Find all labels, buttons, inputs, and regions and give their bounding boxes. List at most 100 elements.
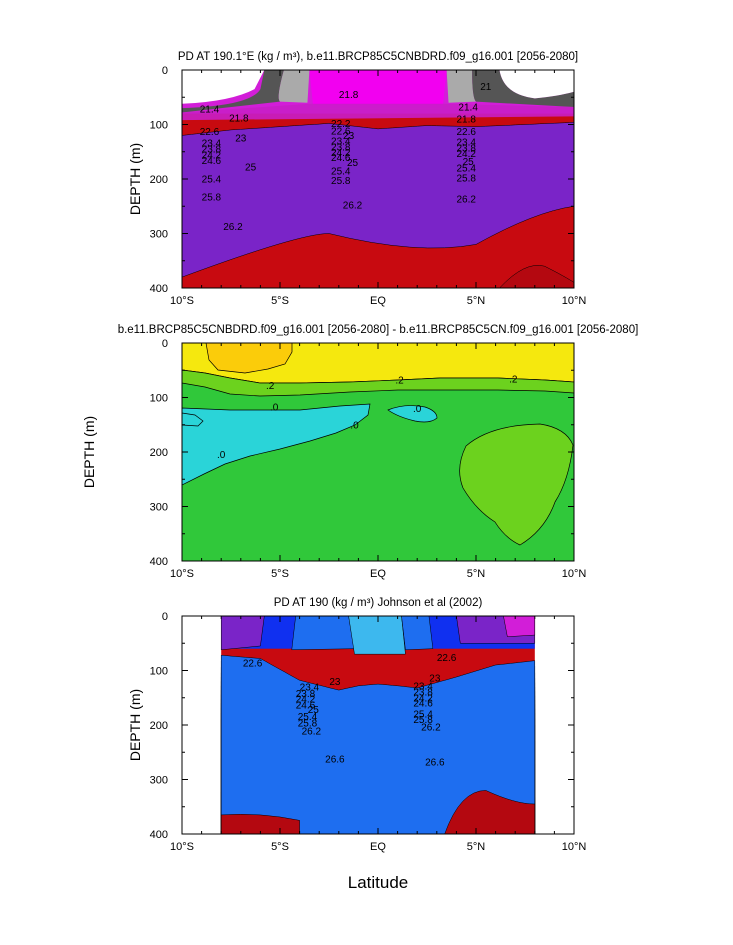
contour-label: 25.8 [298, 718, 318, 729]
band-surface-white-right [499, 70, 574, 99]
panel-density-difference: b.e11.BRCP85C5CNBDRD.f09_g16.001 [2056-2… [81, 324, 638, 580]
contour-label: .2 [509, 374, 518, 385]
band-gray-left [182, 70, 284, 113]
obs-blue-right [401, 616, 434, 651]
contour-label: 22.6 [437, 653, 457, 664]
contour-label: 26.2 [343, 201, 363, 212]
obs-magenta-right [503, 616, 536, 637]
y-tick-label: 0 [162, 611, 168, 623]
y-tick-label: 200 [150, 174, 168, 186]
contour-label: 23 [343, 131, 355, 142]
panel-observed-density: PD AT 190 (kg / m³) Johnson et al (2002)… [127, 597, 586, 853]
y-tick-label: 100 [150, 666, 168, 678]
contour-label: 21.4 [458, 103, 478, 114]
diff-region-orange [205, 343, 293, 374]
x-tick-label: EQ [370, 568, 386, 580]
contour-label: 25 [245, 163, 257, 174]
contour-label: .0 [413, 404, 422, 415]
contour-label: 26.2 [421, 723, 441, 734]
contour-label: 23 [235, 134, 247, 145]
contour-label: 25.8 [456, 173, 476, 184]
contour-label: 25.8 [202, 192, 222, 203]
x-tick-label: 10°N [562, 841, 587, 853]
band-lightgray-left [278, 70, 310, 103]
contour-label: 23.8 [456, 143, 476, 154]
contour-label: 23.8 [296, 689, 316, 700]
panel1-contour-field [182, 70, 574, 288]
panel3-contour-field [220, 616, 536, 834]
band-magenta-core [309, 70, 447, 109]
panel3-ylabel: DEPTH (m) [127, 689, 143, 761]
x-tick-label: 10°S [170, 841, 194, 853]
y-tick-label: 200 [150, 720, 168, 732]
panel2-title: b.e11.BRCP85C5CNBDRD.f09_g16.001 [2056-2… [118, 324, 639, 336]
contour-label: 25.4 [413, 710, 433, 721]
contour-label: 23 [429, 674, 441, 685]
contour-label: .0 [217, 450, 226, 461]
contour-label: 23.4 [202, 139, 222, 150]
y-tick-label: 100 [150, 393, 168, 405]
x-axis-label: Latitude [348, 873, 409, 892]
y-tick-label: 0 [162, 65, 168, 77]
contour-label: 25.4 [456, 164, 476, 175]
panel1-title: PD AT 190.1°E (kg / m³), b.e11.BRCP85C5C… [178, 51, 578, 63]
panel1-ylabel: DEPTH (m) [127, 143, 143, 215]
contour-label: 21 [480, 82, 492, 93]
obs-purple-left [220, 616, 265, 651]
panel2-axes: 10°S 5°S EQ 5°N 10°N 0 100 200 300 400 [150, 338, 587, 580]
contour-label: 23 [329, 677, 341, 688]
panel2-ylabel: DEPTH (m) [81, 416, 97, 488]
contour-label: 25 [347, 158, 359, 169]
y-tick-label: 400 [150, 283, 168, 295]
contour-label: 25.4 [331, 166, 351, 177]
panel3-axes: 10°S 5°S EQ 5°N 10°N 0 100 200 300 400 [150, 611, 587, 853]
x-tick-label: 5°N [467, 295, 486, 307]
contour-label: .0 [270, 402, 279, 413]
y-tick-label: 300 [150, 775, 168, 787]
contour-label: 26.2 [456, 195, 476, 206]
contour-label: 22.2 [331, 119, 351, 130]
contour-label: 26.2 [302, 726, 322, 737]
contour-label: 23.4 [300, 682, 320, 693]
diff-region-cyan [182, 403, 371, 486]
y-tick-label: 100 [150, 120, 168, 132]
contour-label: 22.6 [331, 127, 351, 138]
contour-label: 24.2 [202, 151, 222, 162]
x-tick-label: 10°N [562, 295, 587, 307]
contour-label: 22.6 [243, 658, 263, 669]
x-tick-label: 5°S [271, 841, 289, 853]
band-surface-white-left [182, 70, 265, 104]
contour-label: 24.6 [296, 700, 316, 711]
contour-label: 24.2 [331, 148, 351, 159]
x-tick-label: 5°N [467, 841, 486, 853]
x-tick-label: 5°S [271, 568, 289, 580]
contour-label: 21.8 [456, 115, 476, 126]
contour-label: 22.6 [456, 127, 476, 138]
y-tick-label: 0 [162, 338, 168, 350]
obs-contour-band [220, 654, 536, 834]
x-tick-label: 10°N [562, 568, 587, 580]
x-tick-label: 10°S [170, 295, 194, 307]
obs-deep-right [444, 790, 536, 834]
x-tick-label: 5°N [467, 568, 486, 580]
y-tick-label: 200 [150, 447, 168, 459]
contour-label: 24.2 [296, 694, 316, 705]
contour-label: 25 [463, 157, 475, 168]
contour-label: 26.6 [425, 758, 445, 769]
contour-label: 25.8 [413, 715, 433, 726]
diff-region-green-blob [459, 423, 574, 546]
contour-label: 23.8 [413, 687, 433, 698]
y-tick-label: 300 [150, 229, 168, 241]
band-deepest-corner [499, 265, 574, 288]
y-tick-label: 400 [150, 829, 168, 841]
contour-label: 24.2 [413, 693, 433, 704]
contour-label: 22.6 [200, 127, 220, 138]
panel1-axes: 10°S 5°S EQ 5°N 10°N 0 100 200 300 400 [150, 65, 587, 307]
contour-label: 24.6 [413, 699, 433, 710]
contour-label: 25 [308, 705, 320, 716]
contour-label: 25.4 [298, 712, 318, 723]
contour-label: 23.8 [202, 145, 222, 156]
x-tick-label: 10°S [170, 568, 194, 580]
